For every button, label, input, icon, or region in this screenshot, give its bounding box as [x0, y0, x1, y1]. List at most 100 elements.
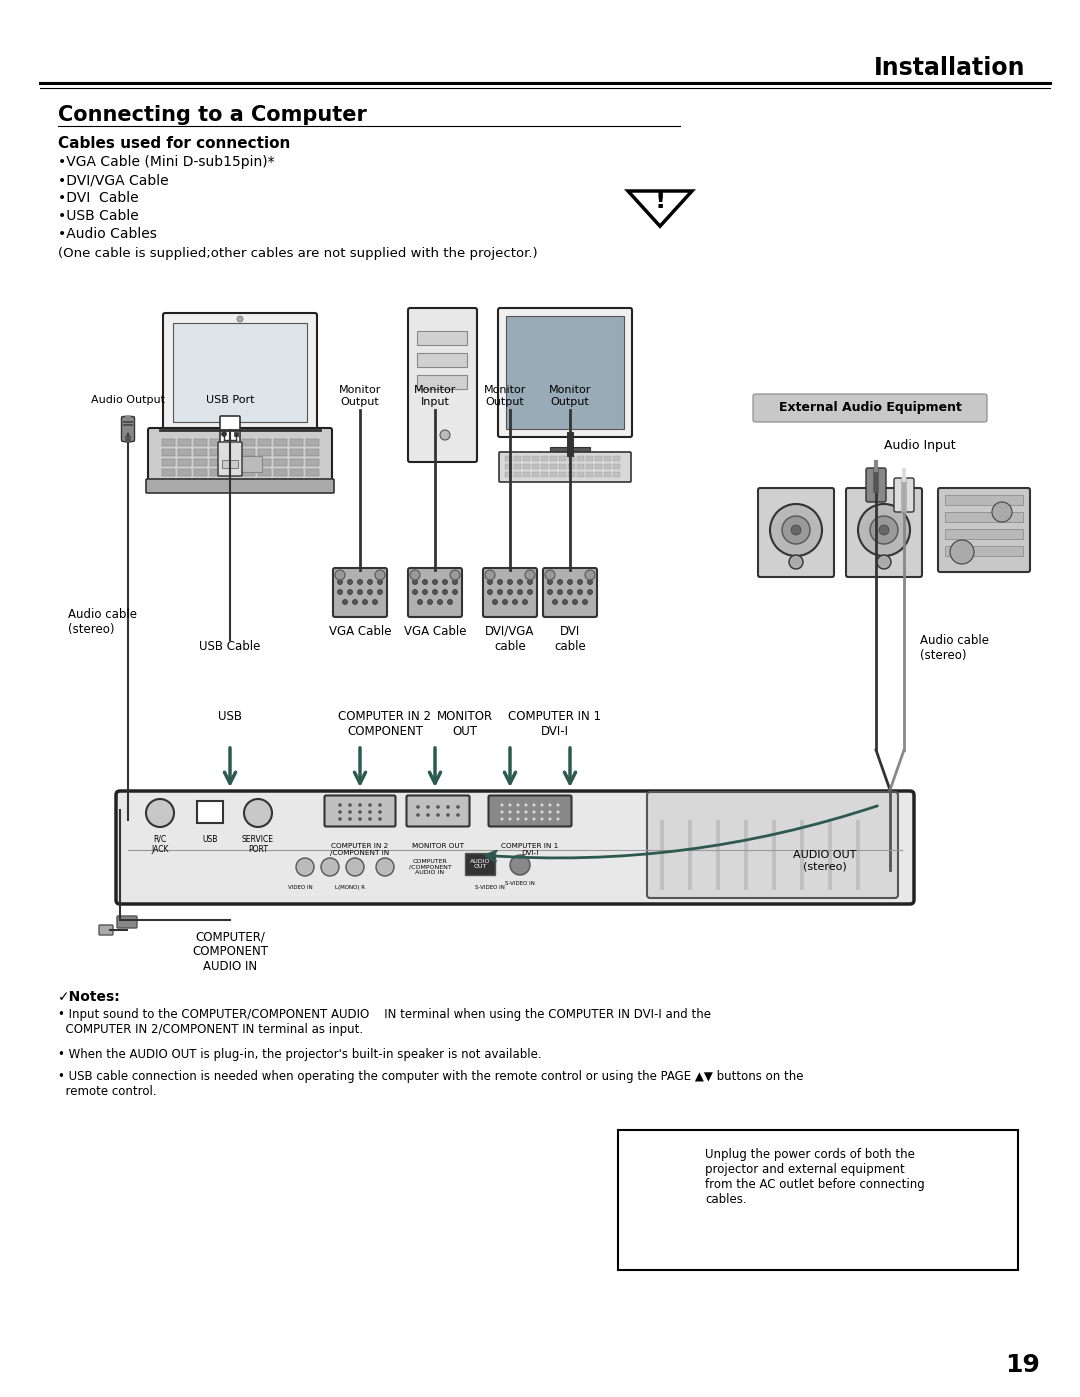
Bar: [945, 529, 1023, 539]
Text: SERVICE
PORT: SERVICE PORT: [242, 835, 274, 855]
Bar: [505, 455, 512, 461]
Circle shape: [453, 580, 458, 584]
Bar: [258, 460, 271, 467]
Text: AUDIO OUT
(stereo): AUDIO OUT (stereo): [794, 849, 856, 872]
Circle shape: [517, 590, 523, 595]
Circle shape: [540, 803, 543, 806]
Bar: [178, 439, 191, 446]
Text: COMPUTER/
COMPONENT
AUDIO IN: COMPUTER/ COMPONENT AUDIO IN: [192, 930, 268, 972]
Circle shape: [363, 599, 367, 605]
Text: USB Port: USB Port: [206, 395, 254, 405]
Circle shape: [378, 817, 382, 821]
Bar: [162, 469, 175, 476]
FancyBboxPatch shape: [499, 453, 631, 482]
Text: •Audio Cables: •Audio Cables: [58, 226, 157, 242]
Text: Audio cable: Audio cable: [68, 609, 137, 622]
Text: Installation: Installation: [874, 56, 1025, 80]
Bar: [194, 469, 207, 476]
Bar: [306, 448, 319, 455]
Text: L(MONO) R: L(MONO) R: [335, 886, 365, 890]
FancyBboxPatch shape: [866, 468, 886, 502]
Circle shape: [527, 580, 532, 584]
Bar: [550, 464, 557, 469]
Text: COMPUTER IN 1
DVI-I: COMPUTER IN 1 DVI-I: [501, 842, 558, 856]
Bar: [613, 472, 620, 476]
Circle shape: [443, 590, 447, 595]
Bar: [505, 472, 512, 476]
Text: Audio Input: Audio Input: [885, 439, 956, 451]
Circle shape: [368, 810, 372, 814]
Circle shape: [348, 810, 352, 814]
Circle shape: [791, 525, 801, 535]
FancyBboxPatch shape: [498, 307, 632, 437]
Circle shape: [446, 805, 449, 809]
Bar: [523, 464, 530, 469]
FancyBboxPatch shape: [408, 569, 462, 617]
Bar: [162, 448, 175, 455]
Circle shape: [572, 599, 578, 605]
Circle shape: [368, 803, 372, 807]
Bar: [291, 439, 303, 446]
Circle shape: [338, 810, 341, 814]
FancyBboxPatch shape: [647, 792, 897, 898]
Text: 19: 19: [1005, 1354, 1040, 1377]
Text: •DVI  Cable: •DVI Cable: [58, 191, 138, 205]
Bar: [242, 469, 255, 476]
Text: USB: USB: [218, 710, 242, 724]
Circle shape: [556, 817, 559, 820]
Circle shape: [858, 504, 910, 556]
Text: COMPUTER IN 1
DVI-I: COMPUTER IN 1 DVI-I: [509, 710, 602, 738]
Text: External Audio Equipment: External Audio Equipment: [779, 401, 961, 415]
Circle shape: [540, 810, 543, 813]
Bar: [523, 472, 530, 476]
Bar: [222, 460, 238, 468]
Circle shape: [549, 803, 552, 806]
Circle shape: [378, 580, 382, 584]
Text: (stereo): (stereo): [920, 648, 967, 662]
Text: VGA Cable: VGA Cable: [328, 624, 391, 638]
Circle shape: [548, 590, 553, 595]
Bar: [945, 511, 1023, 522]
Circle shape: [492, 599, 498, 605]
Bar: [242, 460, 255, 467]
Circle shape: [498, 590, 502, 595]
Circle shape: [456, 813, 460, 817]
Circle shape: [950, 541, 974, 564]
Text: (One cable is supplied;other cables are not supplied with the projector.): (One cable is supplied;other cables are …: [58, 246, 538, 260]
Circle shape: [578, 590, 582, 595]
Bar: [173, 323, 307, 422]
Circle shape: [588, 590, 593, 595]
Bar: [856, 820, 860, 890]
Circle shape: [502, 599, 508, 605]
Bar: [258, 448, 271, 455]
Circle shape: [432, 580, 437, 584]
Bar: [258, 469, 271, 476]
FancyBboxPatch shape: [333, 569, 387, 617]
Bar: [274, 439, 287, 446]
Circle shape: [453, 590, 458, 595]
Bar: [577, 455, 584, 461]
Circle shape: [525, 810, 527, 813]
Bar: [945, 546, 1023, 556]
Circle shape: [523, 599, 527, 605]
Circle shape: [436, 805, 440, 809]
Circle shape: [567, 580, 572, 584]
Text: Audio Output: Audio Output: [91, 395, 165, 405]
Circle shape: [418, 599, 422, 605]
FancyBboxPatch shape: [121, 416, 135, 441]
FancyBboxPatch shape: [488, 795, 571, 827]
Text: •DVI/VGA Cable: •DVI/VGA Cable: [58, 173, 168, 187]
Text: Monitor
Input: Monitor Input: [414, 386, 456, 407]
FancyBboxPatch shape: [753, 394, 987, 422]
Circle shape: [359, 803, 362, 807]
Circle shape: [357, 590, 363, 595]
Circle shape: [346, 858, 364, 876]
Bar: [945, 495, 1023, 504]
Circle shape: [553, 599, 557, 605]
Circle shape: [428, 599, 432, 605]
Text: •VGA Cable (Mini D-sub15pin)*: •VGA Cable (Mini D-sub15pin)*: [58, 155, 274, 169]
Bar: [242, 439, 255, 446]
Bar: [194, 448, 207, 455]
Text: • Input sound to the COMPUTER/COMPONENT AUDIO    IN terminal when using the COMP: • Input sound to the COMPUTER/COMPONENT …: [58, 1009, 711, 1037]
Bar: [550, 455, 557, 461]
